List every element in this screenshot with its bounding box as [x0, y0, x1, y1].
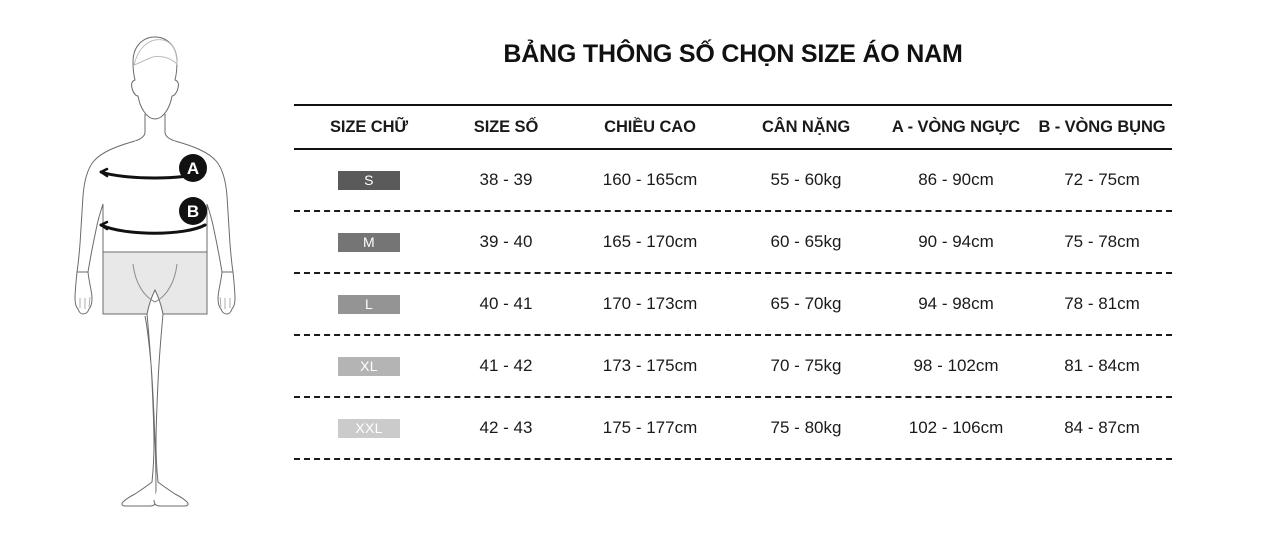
row-separator — [294, 396, 1172, 398]
shorts-seam-detail — [132, 263, 178, 303]
page-title: BẢNG THÔNG SỐ CHỌN SIZE ÁO NAM — [503, 40, 963, 68]
cell-can-nang: 65 - 70kg — [770, 294, 842, 313]
row-separator — [294, 272, 1172, 274]
chart-content: BẢNG THÔNG SỐ CHỌN SIZE ÁO NAM SIZE CHỮ … — [294, 0, 1172, 550]
cell-size-so: 40 - 41 — [479, 294, 533, 313]
cell-size-chu: S — [294, 170, 444, 190]
body-figure-illustration: A B — [55, 20, 255, 520]
waist-tape-line — [99, 223, 207, 235]
size-badge: S — [338, 171, 400, 190]
header-chieu-cao: CHIỀU CAO — [604, 117, 696, 136]
marker-b-circle — [179, 197, 207, 225]
left-leg-outline — [103, 313, 157, 507]
cell-size-chu: L — [294, 294, 444, 314]
neck-outline — [134, 114, 176, 142]
row-separator — [294, 458, 1172, 460]
right-leg-outline — [153, 313, 207, 507]
table-header-row: SIZE CHỮ SIZE SỐ CHIỀU CAO CÂN NẶNG A - … — [294, 106, 1172, 148]
cell-can-nang: 60 - 65kg — [770, 232, 842, 251]
cell-chieu-cao: 160 - 165cm — [602, 170, 698, 189]
cell-size-so: 38 - 39 — [479, 170, 533, 189]
row-separator — [294, 210, 1172, 212]
marker-a-circle — [179, 154, 207, 182]
body-figure-svg: A B — [74, 36, 236, 507]
header-can-nang: CÂN NẶNG — [761, 117, 851, 136]
table-row: L 40 - 41 170 - 173cm 65 - 70kg 94 - 98cm 78 … — [294, 274, 1172, 334]
size-badge: L — [338, 295, 400, 314]
cell-vong-nguc: 102 - 106cm — [908, 418, 1004, 437]
cell-vong-bung: 72 - 75cm — [1064, 170, 1140, 189]
cell-chieu-cao: 165 - 170cm — [602, 232, 698, 251]
cell-chieu-cao: 175 - 177cm — [602, 418, 698, 437]
header-vong-nguc: A - VÒNG NGỰC — [891, 117, 1021, 136]
table-row: M 39 - 40 165 - 170cm 60 - 65kg 90 - 94cm 75 … — [294, 212, 1172, 272]
cell-vong-bung: 78 - 81cm — [1064, 294, 1140, 313]
marker-b-label: B — [187, 202, 199, 221]
cell-vong-bung: 84 - 87cm — [1064, 418, 1140, 437]
header-vong-bung: B - VÒNG BỤNG — [1038, 117, 1166, 136]
cell-chieu-cao: 170 - 173cm — [602, 294, 698, 313]
cell-vong-nguc: 90 - 94cm — [918, 232, 994, 251]
right-fingers-detail — [219, 296, 231, 309]
table-header-rule — [294, 148, 1172, 150]
cell-can-nang: 70 - 75kg — [770, 356, 842, 375]
cell-size-so: 42 - 43 — [479, 418, 533, 437]
left-hand-outline — [74, 271, 93, 315]
marker-a-label: A — [187, 159, 199, 178]
size-table: SIZE CHỮ SIZE SỐ CHIỀU CAO CÂN NẶNG A - … — [294, 104, 1172, 460]
cell-can-nang: 75 - 80kg — [770, 418, 842, 437]
cell-chieu-cao: 173 - 175cm — [602, 356, 698, 375]
table-row: XXL 42 - 43 175 - 177cm 75 - 80kg 102 - 106c… — [294, 398, 1172, 458]
table-row: XL 41 - 42 173 - 175cm 70 - 75kg 98 - 102cm 8… — [294, 336, 1172, 396]
cell-vong-nguc: 94 - 98cm — [918, 294, 994, 313]
cell-size-so: 41 - 42 — [479, 356, 533, 375]
size-badge: XXL — [338, 419, 400, 438]
shorts-shape — [102, 251, 208, 315]
header-size-chu: SIZE CHỮ — [330, 117, 408, 136]
size-badge: XL — [338, 357, 400, 376]
cell-size-chu: XXL — [294, 418, 444, 438]
cell-vong-nguc: 98 - 102cm — [913, 356, 999, 375]
cell-size-chu: XL — [294, 356, 444, 376]
hair-icon — [133, 39, 178, 66]
left-fingers-detail — [79, 296, 91, 309]
cell-vong-bung: 75 - 78cm — [1064, 232, 1140, 251]
table-top-rule — [294, 104, 1172, 106]
chest-tape-arrow-icon — [99, 167, 109, 178]
cell-vong-bung: 81 - 84cm — [1064, 356, 1140, 375]
header-size-so: SIZE SỐ — [473, 117, 539, 136]
cell-size-chu: M — [294, 232, 444, 252]
size-badge: M — [338, 233, 400, 252]
table-body: S 38 - 39 160 - 165cm 55 - 60kg 86 - 90cm 72 … — [294, 150, 1172, 460]
cell-vong-nguc: 86 - 90cm — [918, 170, 994, 189]
cell-size-so: 39 - 40 — [479, 232, 533, 251]
right-hand-outline — [217, 271, 236, 315]
row-separator — [294, 334, 1172, 336]
table-row: S 38 - 39 160 - 165cm 55 - 60kg 86 - 90cm 72 … — [294, 150, 1172, 210]
cell-can-nang: 55 - 60kg — [770, 170, 842, 189]
waist-tape-arrow-icon — [99, 220, 109, 231]
head-outline — [131, 36, 179, 120]
